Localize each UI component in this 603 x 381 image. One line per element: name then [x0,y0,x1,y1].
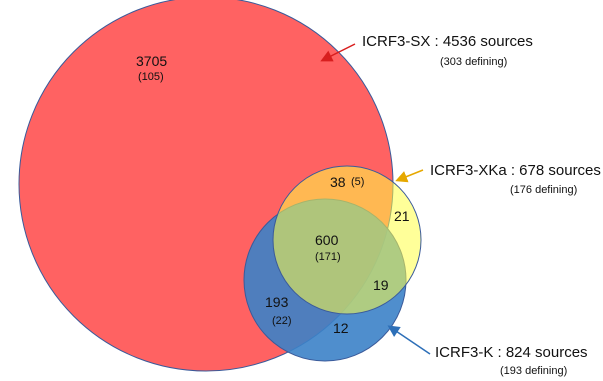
icrf3-xka-title: ICRF3-XKa : 678 sources [430,162,601,179]
region-xka-k-count: 19 [373,277,389,293]
region-sx-xka-count: 38 [330,174,346,190]
region-sx-only-defining: (105) [138,71,164,83]
icrf3-xka-circle [272,165,422,315]
icrf3-k-title: ICRF3-K : 824 sources [435,344,588,361]
region-sx-only-count: 3705 [136,53,168,69]
region-xka-only-count: 21 [394,208,410,224]
region-sx-xka-defining: (5) [351,176,365,188]
icrf3-sx-title: ICRF3-SX : 4536 sources [362,33,533,50]
icrf3-k-arrow [387,325,431,355]
icrf3-sx-note: (303 defining) [440,56,508,68]
region-all-three-count: 600 [315,232,339,248]
region-k-only-count: 12 [333,320,349,336]
region-all-three-defining: (171) [315,251,341,263]
region-sx-k-defining: (22) [272,315,292,327]
icrf3-sx-arrow [320,43,356,62]
region-sx-k-count: 193 [265,294,289,310]
icrf3-xka-note: (176 defining) [510,184,578,196]
icrf3-xka-arrow [395,169,424,183]
icrf3-k-note: (193 defining) [500,365,568,377]
